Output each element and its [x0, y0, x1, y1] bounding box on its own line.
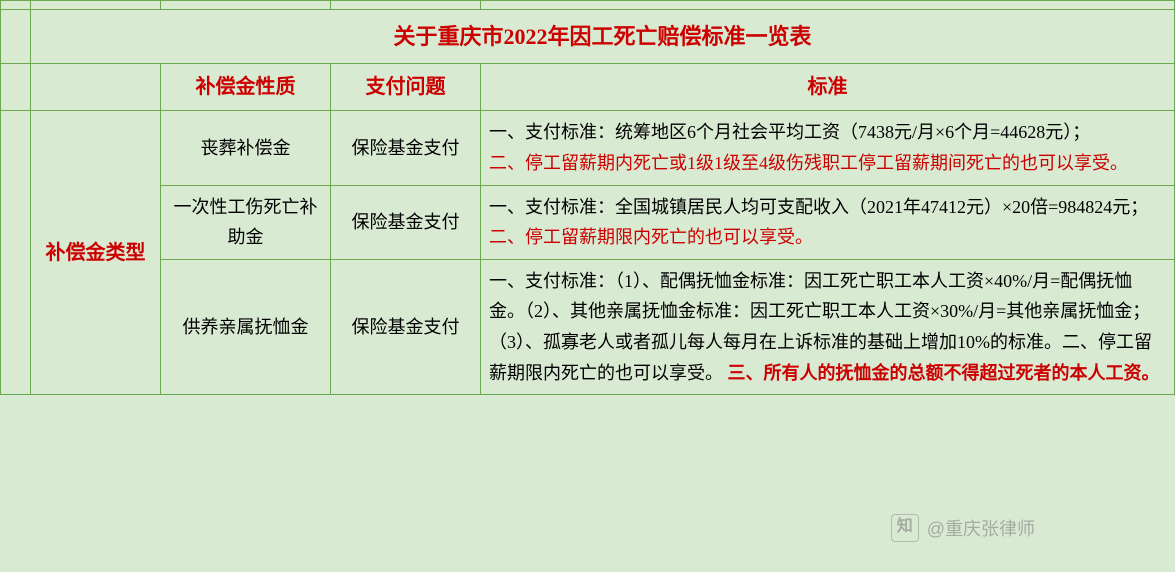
header-nature: 补偿金性质 [161, 64, 331, 111]
pay-cell-2: 保险基金支付 [331, 185, 481, 259]
table-container: 关于重庆市2022年因工死亡赔偿标准一览表 补偿金性质 支付问题 标准 补偿金类… [0, 0, 1175, 572]
standard-cell-1: 一、支付标准：统筹地区6个月社会平均工资（7438元/月×6个月=44628元）… [481, 111, 1175, 185]
type-label-cell: 补偿金类型 [31, 111, 161, 395]
std2-line1: 一、支付标准：全国城镇居民人均可支配收入（2021年47412元）×20倍=98… [489, 197, 1148, 217]
nature-cell-2: 一次性工伤死亡补助金 [161, 185, 331, 259]
table-row: 供养亲属抚恤金 保险基金支付 一、支付标准：（1）、配偶抚恤金标准：因工死亡职工… [1, 259, 1175, 394]
compensation-table: 关于重庆市2022年因工死亡赔偿标准一览表 补偿金性质 支付问题 标准 补偿金类… [0, 0, 1175, 395]
table-title: 关于重庆市2022年因工死亡赔偿标准一览表 [31, 10, 1175, 64]
nature-cell-3: 供养亲属抚恤金 [161, 259, 331, 394]
watermark-text: @重庆张律师 [927, 515, 1035, 541]
standard-cell-3: 一、支付标准：（1）、配偶抚恤金标准：因工死亡职工本人工资×40%/月=配偶抚恤… [481, 259, 1175, 394]
std1-line2: 二、停工留薪期内死亡或1级1级至4级伤残职工停工留薪期间死亡的也可以享受。 [489, 153, 1128, 173]
standard-cell-2: 一、支付标准：全国城镇居民人均可支配收入（2021年47412元）×20倍=98… [481, 185, 1175, 259]
header-row: 补偿金性质 支付问题 标准 [1, 64, 1175, 111]
std1-line1: 一、支付标准：统筹地区6个月社会平均工资（7438元/月×6个月=44628元）… [489, 122, 1090, 142]
zhihu-logo-icon: 知 [891, 514, 919, 542]
header-pay: 支付问题 [331, 64, 481, 111]
header-standard: 标准 [481, 64, 1175, 111]
table-row: 补偿金类型 丧葬补偿金 保险基金支付 一、支付标准：统筹地区6个月社会平均工资（… [1, 111, 1175, 185]
pay-cell-3: 保险基金支付 [331, 259, 481, 394]
std2-line2: 二、停工留薪期限内死亡的也可以享受。 [489, 227, 813, 247]
title-row: 关于重庆市2022年因工死亡赔偿标准一览表 [1, 10, 1175, 64]
top-empty-row [1, 1, 1175, 10]
watermark: 知 @重庆张律师 [891, 514, 1035, 542]
std3-red: 三、所有人的抚恤金的总额不得超过死者的本人工资。 [728, 363, 1160, 383]
pay-cell-1: 保险基金支付 [331, 111, 481, 185]
table-row: 一次性工伤死亡补助金 保险基金支付 一、支付标准：全国城镇居民人均可支配收入（2… [1, 185, 1175, 259]
nature-cell-1: 丧葬补偿金 [161, 111, 331, 185]
